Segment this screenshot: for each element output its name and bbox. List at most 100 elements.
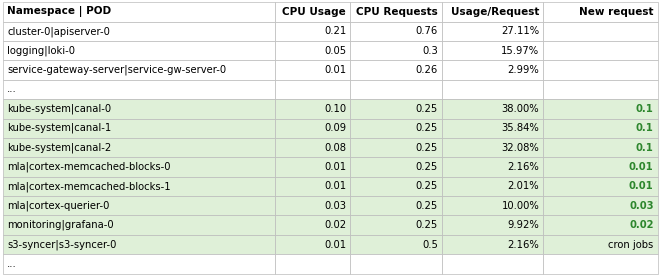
Text: 0.25: 0.25: [416, 182, 438, 191]
Bar: [543, 21, 658, 41]
Text: Namespace | POD: Namespace | POD: [7, 6, 112, 17]
Text: s3-syncer|s3-syncer-0: s3-syncer|s3-syncer-0: [7, 239, 116, 250]
Bar: [275, 60, 350, 80]
Bar: [543, 119, 658, 138]
Text: monitoring|grafana-0: monitoring|grafana-0: [7, 220, 114, 230]
Bar: [442, 235, 543, 254]
Text: service-gateway-server|service-gw-server-0: service-gateway-server|service-gw-server…: [7, 65, 227, 75]
Text: 0.05: 0.05: [324, 46, 346, 56]
Text: logging|loki-0: logging|loki-0: [7, 45, 75, 56]
Bar: [442, 254, 543, 274]
Bar: [350, 157, 442, 177]
Text: mla|cortex-querier-0: mla|cortex-querier-0: [7, 200, 110, 211]
Bar: [275, 196, 350, 216]
Bar: [275, 215, 350, 235]
Bar: [350, 41, 442, 60]
Bar: [275, 99, 350, 119]
Text: 0.1: 0.1: [636, 104, 654, 114]
Bar: [442, 177, 543, 196]
Bar: [3, 177, 275, 196]
Text: 0.01: 0.01: [324, 65, 346, 75]
Bar: [543, 157, 658, 177]
Bar: [442, 196, 543, 216]
Text: kube-system|canal-0: kube-system|canal-0: [7, 104, 112, 114]
Bar: [543, 80, 658, 99]
Bar: [350, 2, 442, 22]
Bar: [543, 2, 658, 22]
Text: 0.25: 0.25: [416, 201, 438, 211]
Text: mla|cortex-memcached-blocks-0: mla|cortex-memcached-blocks-0: [7, 162, 171, 172]
Text: 0.3: 0.3: [422, 46, 438, 56]
Text: ...: ...: [7, 259, 17, 269]
Bar: [543, 41, 658, 60]
Bar: [543, 99, 658, 119]
Text: kube-system|canal-1: kube-system|canal-1: [7, 123, 112, 133]
Bar: [3, 254, 275, 274]
Bar: [442, 60, 543, 80]
Text: 9.92%: 9.92%: [508, 220, 539, 230]
Bar: [275, 119, 350, 138]
Text: cluster-0|apiserver-0: cluster-0|apiserver-0: [7, 26, 110, 37]
Text: 0.01: 0.01: [324, 240, 346, 249]
Text: 0.03: 0.03: [324, 201, 346, 211]
Text: 0.25: 0.25: [416, 162, 438, 172]
Bar: [442, 138, 543, 157]
Text: 0.25: 0.25: [416, 220, 438, 230]
Bar: [350, 254, 442, 274]
Bar: [442, 119, 543, 138]
Bar: [3, 60, 275, 80]
Text: 2.16%: 2.16%: [508, 162, 539, 172]
Bar: [543, 215, 658, 235]
Bar: [3, 99, 275, 119]
Bar: [350, 138, 442, 157]
Text: 0.08: 0.08: [324, 143, 346, 153]
Bar: [442, 215, 543, 235]
Bar: [275, 21, 350, 41]
Bar: [275, 157, 350, 177]
Text: 0.02: 0.02: [324, 220, 346, 230]
Bar: [543, 235, 658, 254]
Text: ...: ...: [7, 84, 17, 94]
Bar: [275, 177, 350, 196]
Bar: [543, 138, 658, 157]
Text: cron jobs: cron jobs: [609, 240, 654, 249]
Text: 0.26: 0.26: [416, 65, 438, 75]
Bar: [3, 21, 275, 41]
Bar: [275, 138, 350, 157]
Bar: [543, 254, 658, 274]
Bar: [275, 80, 350, 99]
Bar: [3, 196, 275, 216]
Text: 0.25: 0.25: [416, 104, 438, 114]
Text: Usage/Request: Usage/Request: [451, 7, 539, 17]
Text: 0.10: 0.10: [324, 104, 346, 114]
Text: 10.00%: 10.00%: [502, 201, 539, 211]
Bar: [442, 99, 543, 119]
Bar: [3, 215, 275, 235]
Bar: [350, 177, 442, 196]
Text: 0.76: 0.76: [416, 26, 438, 36]
Text: 0.1: 0.1: [636, 143, 654, 153]
Text: New request: New request: [579, 7, 654, 17]
Bar: [350, 99, 442, 119]
Bar: [442, 2, 543, 22]
Bar: [350, 80, 442, 99]
Text: 0.1: 0.1: [636, 123, 654, 133]
Bar: [3, 157, 275, 177]
Bar: [350, 215, 442, 235]
Text: 0.09: 0.09: [324, 123, 346, 133]
Bar: [275, 254, 350, 274]
Bar: [350, 196, 442, 216]
Text: 0.25: 0.25: [416, 143, 438, 153]
Bar: [3, 2, 275, 22]
Bar: [350, 21, 442, 41]
Text: 15.97%: 15.97%: [501, 46, 539, 56]
Bar: [275, 235, 350, 254]
Text: 0.25: 0.25: [416, 123, 438, 133]
Bar: [543, 177, 658, 196]
Text: 0.01: 0.01: [324, 182, 346, 191]
Text: 0.01: 0.01: [324, 162, 346, 172]
Text: 2.99%: 2.99%: [508, 65, 539, 75]
Bar: [3, 119, 275, 138]
Text: 32.08%: 32.08%: [502, 143, 539, 153]
Text: kube-system|canal-2: kube-system|canal-2: [7, 142, 112, 153]
